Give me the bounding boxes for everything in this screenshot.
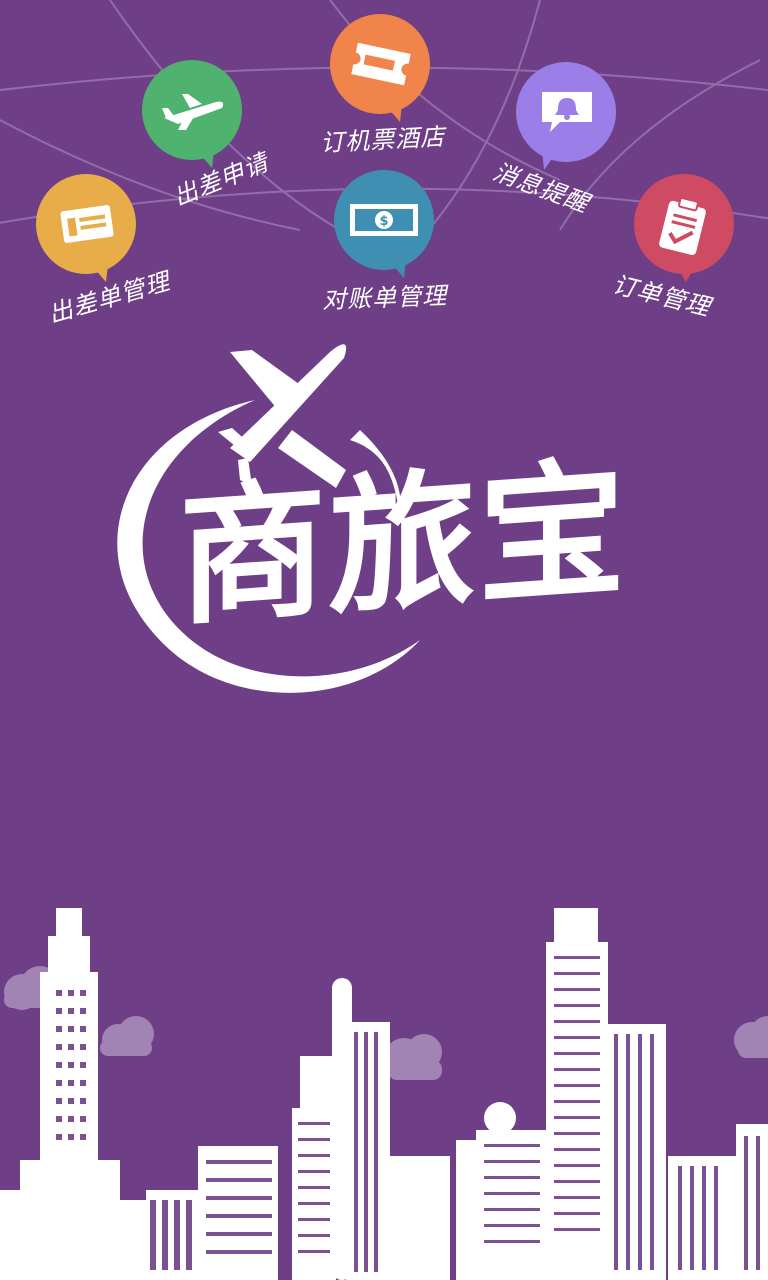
feature-reconcile[interactable]: $	[332, 168, 442, 278]
airplane-icon	[162, 94, 224, 130]
city-skyline-illustration	[0, 908, 768, 1280]
feature-trip-apply[interactable]	[140, 58, 250, 168]
brand-title: 商旅宝	[178, 442, 628, 646]
bell-message-icon	[542, 92, 592, 132]
svg-text:$: $	[379, 214, 388, 229]
money-bill-icon: $	[350, 204, 418, 236]
clipboard-check-icon	[659, 197, 706, 255]
ticket-card-icon	[60, 205, 114, 243]
feature-trip-order[interactable]	[34, 172, 144, 282]
airplane-logo-icon	[218, 344, 347, 488]
feature-orders[interactable]	[632, 172, 742, 282]
feature-notify[interactable]	[514, 60, 624, 170]
ticket-icon	[351, 42, 411, 86]
feature-book[interactable]	[328, 12, 438, 122]
logo-emblem	[117, 344, 420, 693]
